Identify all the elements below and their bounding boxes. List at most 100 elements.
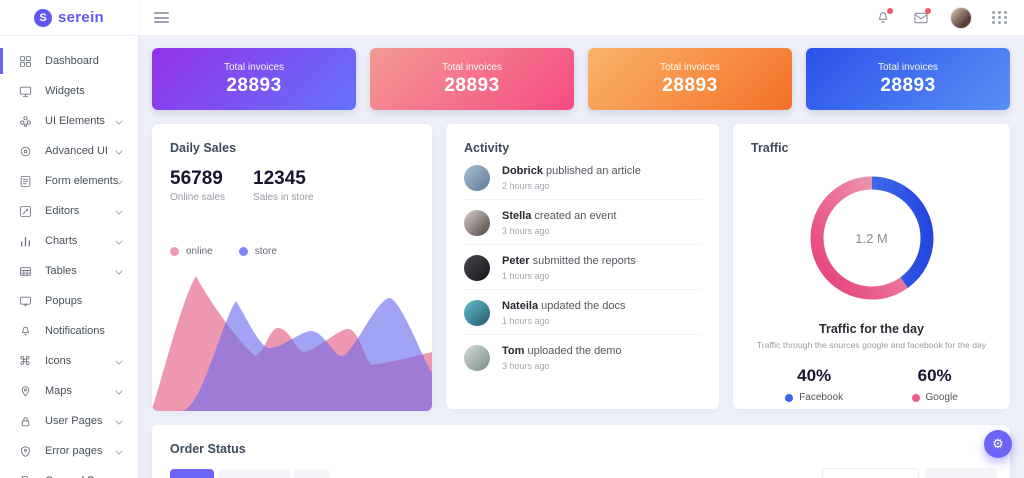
- order-status-secondary-button[interactable]: [218, 469, 290, 478]
- order-status-search-input[interactable]: [822, 468, 919, 478]
- activity-user: Tom: [502, 345, 525, 357]
- stat-card-blue[interactable]: Total invoices 28893: [806, 48, 1010, 110]
- command-icon: ⌘: [19, 354, 31, 368]
- tables-icon: [18, 264, 32, 278]
- order-status-tertiary-button[interactable]: [294, 469, 330, 478]
- apps-grid-icon[interactable]: [992, 11, 1008, 24]
- hamburger-icon[interactable]: [154, 10, 169, 26]
- gear-icon: ⚙: [992, 436, 1004, 451]
- activity-item[interactable]: Peter submitted the reports 1 hours ago: [464, 245, 701, 290]
- traffic-donut-chart: 1.2 M: [797, 163, 947, 313]
- order-status-filter-button[interactable]: [925, 468, 997, 478]
- sales-legend: online store: [152, 246, 295, 257]
- sidebar-item-form-elements[interactable]: Form elements: [0, 166, 138, 196]
- stat-cards-row: Total invoices 28893 Total invoices 2889…: [152, 48, 1010, 110]
- brand-logo[interactable]: S serein: [0, 0, 138, 36]
- stat-card-value: 28893: [226, 74, 282, 96]
- user-avatar[interactable]: [950, 6, 972, 29]
- activity-item[interactable]: Dobrick published an article 2 hours ago: [464, 155, 701, 200]
- sidebar: S serein Dashboard Widgets UI Elements A…: [0, 0, 138, 478]
- bell-icon: [18, 324, 32, 338]
- bell-icon[interactable]: [874, 7, 893, 27]
- activity-panel: Activity Dobrick published an article 2 …: [446, 124, 719, 409]
- sidebar-item-tables[interactable]: Tables: [0, 256, 138, 286]
- avatar: [464, 345, 490, 371]
- activity-action: submitted the reports: [532, 255, 636, 267]
- brand-name: serein: [58, 9, 104, 26]
- traffic-heading: Traffic for the day: [819, 322, 924, 336]
- sidebar-item-label: Advanced UI: [45, 145, 108, 157]
- activity-time: 2 hours ago: [502, 181, 550, 191]
- sidebar-item-notifications[interactable]: Notifications: [0, 316, 138, 346]
- sidebar-item-popups[interactable]: Popups: [0, 286, 138, 316]
- activity-user: Nateila: [502, 300, 539, 312]
- advanced-ui-icon: [18, 144, 32, 158]
- ui-elements-icon: [18, 114, 32, 128]
- daily-sales-area-chart: [152, 276, 432, 411]
- activity-user: Dobrick: [502, 165, 543, 177]
- stat-card-purple[interactable]: Total invoices 28893: [152, 48, 356, 110]
- sidebar-item-widgets[interactable]: Widgets: [0, 76, 138, 106]
- activity-user: Peter: [502, 255, 530, 267]
- stat-card-orange[interactable]: Total invoices 28893: [588, 48, 792, 110]
- chevron-down-icon: [115, 147, 123, 155]
- sidebar-item-user-pages[interactable]: User Pages: [0, 406, 138, 436]
- activity-item[interactable]: Stella created an event 3 hours ago: [464, 200, 701, 245]
- settings-fab[interactable]: ⚙: [984, 430, 1012, 458]
- stat-value: 56789: [170, 168, 223, 189]
- traffic-source-label: Facebook: [799, 392, 844, 403]
- legend-dot: [785, 393, 794, 402]
- activity-item[interactable]: Tom uploaded the demo 3 hours ago: [464, 335, 701, 379]
- traffic-stat-facebook: 40% Facebook: [785, 366, 843, 403]
- editors-icon: [18, 204, 32, 218]
- chevron-down-icon: [115, 207, 123, 215]
- legend-item-store[interactable]: store: [238, 246, 277, 257]
- stat-card-label: Total invoices: [659, 61, 721, 73]
- sidebar-item-editors[interactable]: Editors: [0, 196, 138, 226]
- legend-label: online: [186, 246, 213, 257]
- stat-card-value: 28893: [662, 74, 718, 96]
- sidebar-item-label: User Pages: [45, 415, 103, 427]
- sidebar-item-icons[interactable]: ⌘ Icons: [0, 346, 138, 376]
- top-navbar: [138, 0, 1024, 36]
- sidebar-item-charts[interactable]: Charts: [0, 226, 138, 256]
- panel-title: Order Status: [170, 442, 246, 456]
- mail-icon[interactable]: [912, 7, 931, 27]
- sidebar-item-label: Tables: [45, 265, 77, 277]
- sidebar-item-label: General Pages: [45, 475, 118, 478]
- sidebar-item-advanced-ui[interactable]: Advanced UI: [0, 136, 138, 166]
- activity-time: 1 hours ago: [502, 316, 550, 326]
- sidebar-item-label: Maps: [45, 385, 72, 397]
- sidebar-item-general-pages[interactable]: General Pages: [0, 466, 138, 478]
- panel-title: Traffic: [751, 141, 789, 155]
- traffic-percent: 60%: [917, 366, 952, 385]
- sidebar-item-ui-elements[interactable]: UI Elements: [0, 106, 138, 136]
- sidebar-item-dashboard[interactable]: Dashboard: [0, 46, 138, 76]
- panel-title: Daily Sales: [170, 141, 237, 155]
- legend-dot: [170, 247, 179, 256]
- stat-card-pink[interactable]: Total invoices 28893: [370, 48, 574, 110]
- traffic-subheading: Traffic through the sources google and f…: [756, 340, 987, 350]
- activity-item[interactable]: Nateila updated the docs 1 hours ago: [464, 290, 701, 335]
- sidebar-item-label: Editors: [45, 205, 80, 217]
- chevron-down-icon: [115, 387, 123, 395]
- traffic-panel: Traffic 1.2 M: [733, 124, 1010, 409]
- map-pin-icon: [18, 384, 32, 398]
- chevron-down-icon: [115, 417, 123, 425]
- stat-card-value: 28893: [880, 74, 936, 96]
- order-status-primary-button[interactable]: [170, 469, 214, 478]
- store-sales-stat: 12345 Sales in store: [253, 168, 314, 203]
- stat-caption: Sales in store: [253, 192, 314, 203]
- legend-label: store: [254, 246, 277, 257]
- chevron-down-icon: [115, 357, 123, 365]
- chevron-down-icon: [115, 447, 123, 455]
- stat-card-label: Total invoices: [223, 61, 285, 73]
- traffic-source-label: Google: [925, 392, 958, 403]
- stat-card-label: Total invoices: [441, 61, 503, 73]
- sidebar-item-maps[interactable]: Maps: [0, 376, 138, 406]
- stat-card-value: 28893: [444, 74, 500, 96]
- activity-action: uploaded the demo: [527, 345, 622, 357]
- sidebar-item-label: Popups: [45, 295, 83, 307]
- sidebar-item-error-pages[interactable]: Error pages: [0, 436, 138, 466]
- legend-item-online[interactable]: online: [170, 246, 213, 257]
